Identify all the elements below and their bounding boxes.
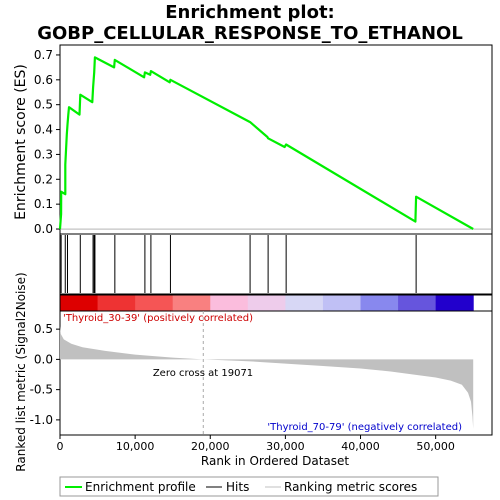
es-y-tick-label: 0.0 [34,222,53,236]
es-y-tick-label: 0.2 [34,172,53,186]
negative-correlation-label: 'Thyroid_70-79' (negatively correlated) [267,422,462,433]
heat-band [172,295,211,311]
zero-cross-label: Zero cross at 19071 [153,368,253,379]
es-y-tick-label: 0.6 [34,73,53,87]
metric-y-tick-label: 0.0 [34,352,53,366]
heat-band [398,295,437,311]
legend-label-enrichment-profile: Enrichment profile [85,480,196,494]
hits-panel [59,233,493,295]
x-tick-label: 30,000 [266,440,305,453]
es-y-tick-label: 0.3 [34,147,53,161]
es-y-tick-label: 0.7 [34,48,53,62]
heat-band [60,295,99,311]
enrichment-score-panel: 0.0 0.1 0.2 0.3 0.4 0.5 0.6 0.7 [34,44,493,236]
heat-band [210,295,249,311]
ranking-metric-panel: -1.0 -0.5 0.0 0.5 0 10,000 20,000 30,000 40,000 5… [30,310,493,453]
enrichment-profile-line [58,56,474,230]
chart-title-line1: Enrichment plot: [165,2,335,23]
heat-band [435,295,474,311]
x-tick-label: 0 [57,440,64,453]
x-axis-label: Rank in Ordered Dataset [201,454,349,468]
metric-y-tick-label: -1.0 [30,413,53,427]
es-y-tick-label: 0.5 [34,98,53,112]
positive-correlation-label: 'Thyroid_30-39' (positively correlated) [63,313,253,324]
heat-band [97,295,136,311]
heat-band [247,295,286,311]
x-tick-label: 10,000 [116,440,155,453]
legend-label-ranking-metric: Ranking metric scores [284,480,417,494]
legend-label-hits: Hits [226,480,249,494]
x-tick-label: 20,000 [191,440,230,453]
metric-y-tick-label: -0.5 [30,383,53,397]
metric-axis-label: Ranked list metric (Signal2Noise) [14,272,28,471]
x-tick-label: 40,000 [341,440,380,453]
legend-box [59,476,439,497]
chart-title-line2: GOBP_CELLULAR_RESPONSE_TO_ETHANOL [37,23,463,44]
heat-band [322,295,362,311]
es-plot-frame [59,44,493,235]
hits-frame [59,233,493,295]
rank-heatmap-bar [59,294,493,312]
legend: Enrichment profile Hits Ranking metric s… [59,476,439,497]
es-axis-label: Enrichment score (ES) [13,64,29,220]
heat-band [360,295,399,311]
es-y-tick-label: 0.1 [34,197,53,211]
heat-band [285,295,324,311]
x-tick-label: 50,000 [416,440,455,453]
heat-band [135,295,174,311]
es-y-tick-label: 0.4 [34,123,53,137]
metric-y-tick-label: 0.5 [34,322,53,336]
